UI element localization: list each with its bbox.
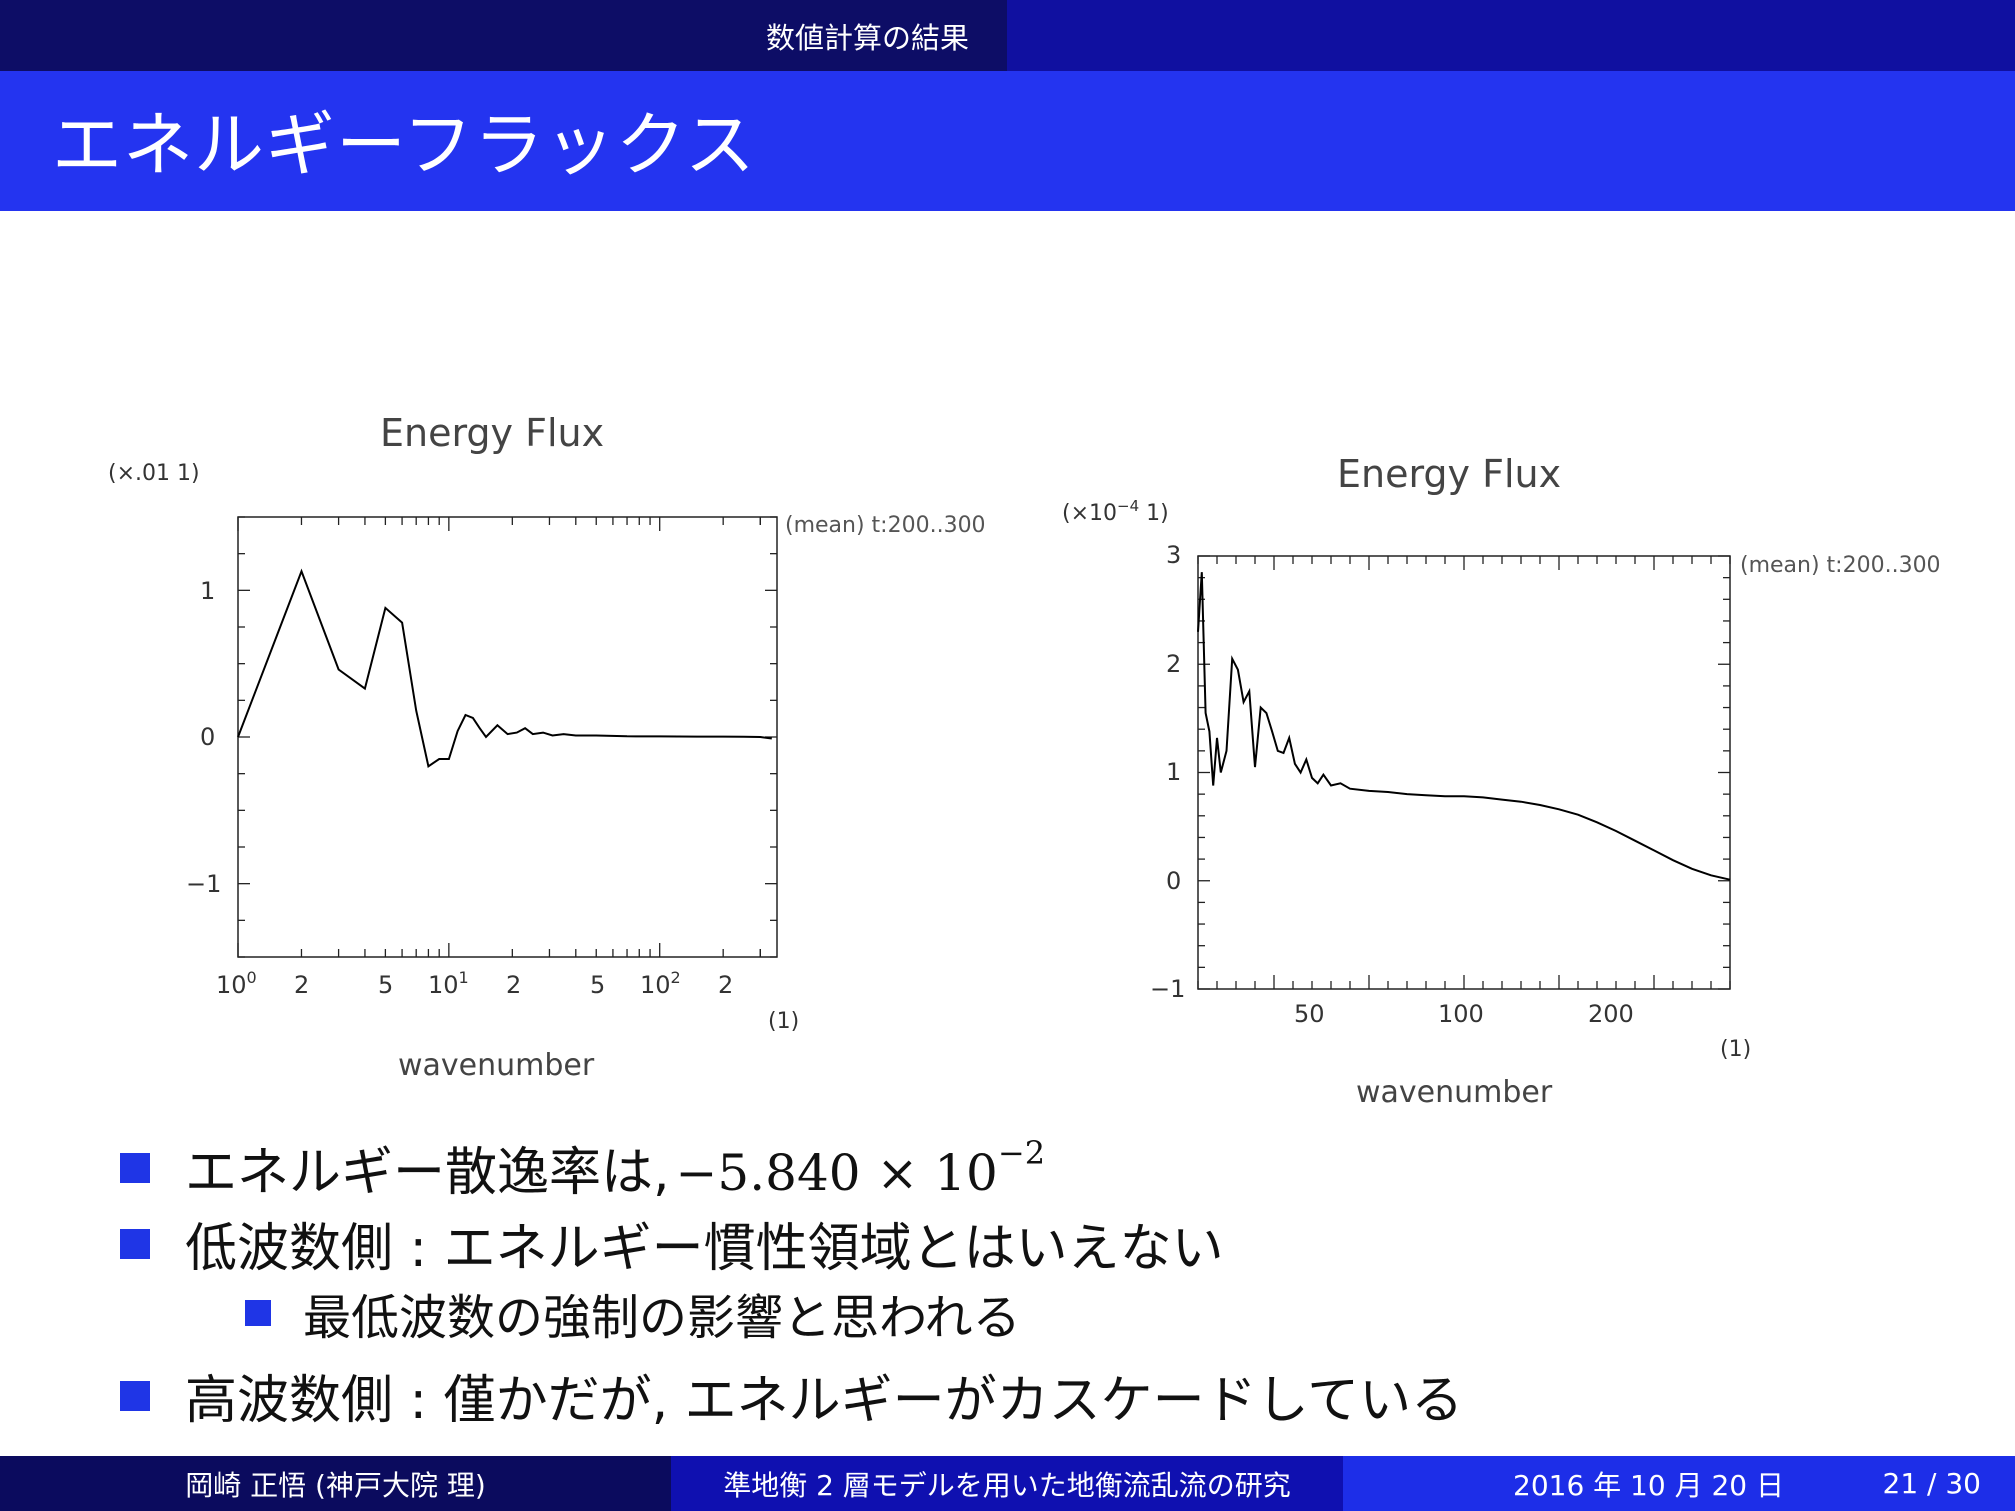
left-plot-scale-label: (×.01 1) [108, 461, 200, 486]
right-plot-legend: (mean) t:200..300 [1740, 553, 1941, 578]
bullet-text: エネルギー散逸率は, [185, 1143, 670, 1203]
right-xtick-200: 200 [1588, 1000, 1634, 1028]
left-xtick-2c: 2 [718, 971, 733, 999]
right-plot: Energy Flux (×10−4 1) (mean) t:200..300 … [1062, 452, 1941, 1110]
left-plot: Energy Flux (×.01 1) (mean) t:200..300 1… [108, 411, 986, 1083]
left-xtick-5a: 5 [378, 971, 393, 999]
sub-bullet-item-forcing: 最低波数の強制の影響と思われる [245, 1278, 1021, 1348]
left-xtick-10-1: 101 [428, 968, 469, 999]
bullet-square-icon [120, 1228, 150, 1259]
right-ytick-3: 3 [1166, 541, 1181, 569]
left-plot-legend: (mean) t:200..300 [785, 513, 986, 538]
bullet-item-low-wavenumber: 低波数側 : エネルギー慣性領域とはいえない [120, 1206, 1224, 1281]
footer-date: 2016 年 10 月 20 日 [1513, 1468, 1785, 1502]
bullet-square-icon [120, 1380, 150, 1411]
left-xtick-10-0: 100 [216, 968, 257, 999]
section-bar: 数値計算の結果 [0, 0, 2015, 71]
left-xtick-2a: 2 [294, 971, 309, 999]
right-ytick-1: 1 [1166, 758, 1181, 786]
right-xtick-50: 50 [1294, 1000, 1325, 1028]
left-ytick-1: 1 [200, 577, 215, 605]
left-plot-series-line [237, 568, 772, 768]
footer-talk-title[interactable]: 準地衡 2 層モデルを用いた地衡流乱流の研究 [671, 1456, 1343, 1511]
left-xtick-2b: 2 [506, 971, 521, 999]
right-ytick-0: 0 [1166, 867, 1181, 895]
footer-page-number: 21 / 30 [1882, 1467, 1982, 1500]
footer-bar: 岡崎 正悟 (神戸大院 理) 準地衡 2 層モデルを用いた地衡流乱流の研究 20… [0, 1456, 2015, 1511]
left-x-unit: (1) [768, 1009, 799, 1034]
right-plot-scale-label: (×10−4 1) [1062, 497, 1169, 526]
slide-title: エネルギーフラックス [52, 104, 756, 186]
right-plot-title: Energy Flux [1337, 452, 1561, 496]
right-ytick-2: 2 [1166, 650, 1181, 678]
left-xtick-10-2: 102 [640, 968, 681, 999]
left-plot-title: Energy Flux [380, 411, 604, 455]
left-ytick-minus1: −1 [186, 870, 221, 898]
bullet-item-dissipation: エネルギー散逸率は, −5.840 × 10−2 [120, 1130, 1045, 1205]
left-ytick-0: 0 [200, 723, 215, 751]
bullet-text: 低波数側 : エネルギー慣性領域とはいえない [185, 1219, 1224, 1279]
left-x-label: wavenumber [398, 1048, 595, 1083]
right-x-label: wavenumber [1356, 1075, 1553, 1110]
section-title[interactable]: 数値計算の結果 [0, 0, 1007, 71]
title-bar: エネルギーフラックス [0, 71, 2015, 211]
plots-canvas: Energy Flux (×.01 1) (mean) t:200..300 1… [108, 411, 1941, 1110]
right-xtick-100: 100 [1438, 1000, 1484, 1028]
bullet-square-icon [120, 1152, 150, 1183]
sub-bullet-text: 最低波数の強制の影響と思われる [303, 1290, 1021, 1346]
bullet-item-high-wavenumber: 高波数側 : 僅かだが, エネルギーがカスケードしている [120, 1358, 1463, 1433]
left-xtick-5b: 5 [590, 971, 605, 999]
section-bar-right [1007, 0, 2015, 71]
footer-right: 2016 年 10 月 20 日 21 / 30 [1343, 1456, 2015, 1511]
right-plot-frame [1197, 555, 1731, 990]
footer-author[interactable]: 岡崎 正悟 (神戸大院 理) [0, 1456, 671, 1511]
right-plot-series-line [1197, 572, 1731, 881]
bullet-text: 高波数側 : 僅かだが, エネルギーがカスケードしている [185, 1371, 1464, 1431]
right-ytick-minus1: −1 [1150, 975, 1185, 1003]
left-plot-ticks [237, 516, 777, 958]
right-plot-ticks [1197, 555, 1731, 990]
right-x-unit: (1) [1720, 1037, 1751, 1062]
dissipation-value: −5.840 × 10−2 [675, 1133, 1046, 1202]
sub-bullet-square-icon [245, 1300, 271, 1326]
